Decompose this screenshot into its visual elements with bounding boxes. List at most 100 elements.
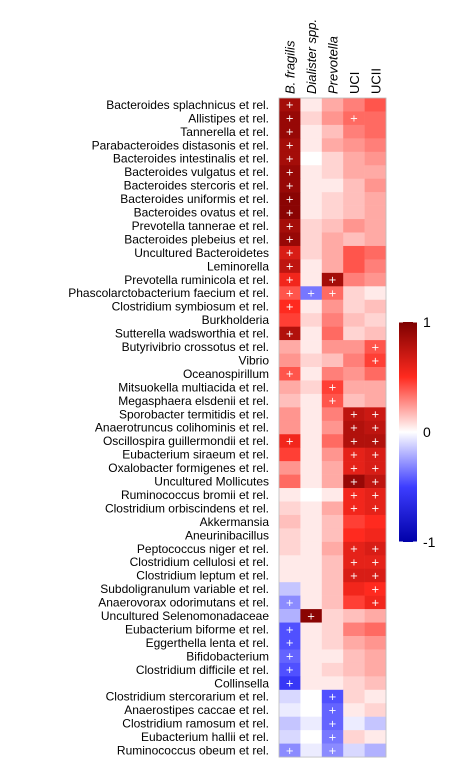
colorbar-tick-label: 1 [423,314,431,330]
heatmap-cell [300,138,323,153]
heatmap-cell [279,730,301,744]
heatmap-cell [343,649,365,664]
row-label: Clostridium ramosum et rel. [122,717,269,731]
row-label: Oxalobacter formigenes et rel. [108,461,269,475]
heatmap-cell [364,730,387,744]
heatmap-cell [343,326,365,341]
heatmap-cell [300,434,323,448]
heatmap-cell [343,568,365,583]
heatmap-cell [279,447,301,462]
row-label: Clostridium cellulosi et rel. [130,555,269,569]
heatmap-cell [321,219,344,233]
heatmap-cell [300,501,323,516]
row-label: Bacteroides uniformis et rel. [120,192,269,206]
heatmap-cell [321,272,344,287]
row-label: Burkholderia [202,313,270,327]
heatmap-cell [343,622,365,637]
heatmap-cell [321,622,344,637]
heatmap-cell [300,367,323,381]
heatmap-cell [279,98,301,112]
heatmap-cell [279,353,301,368]
heatmap-cell [279,165,301,179]
heatmap-cell [364,447,387,462]
heatmap-cell [364,165,387,179]
heatmap-cell [364,595,387,610]
heatmap-cell [321,501,344,516]
significance-marker: + [286,302,294,313]
heatmap-cell [300,124,323,139]
heatmap-cell [279,340,301,354]
heatmap-cell [279,219,301,233]
heatmap-cell [300,420,323,435]
heatmap-cell [364,393,387,408]
heatmap-cell [279,622,301,637]
significance-marker: + [350,504,358,515]
row-label: Prevotella ruminicola et rel. [124,273,269,287]
row-label: Leminorella [207,259,269,273]
significance-marker: + [328,289,336,300]
heatmap-cell [364,622,387,637]
significance-marker: + [350,571,358,582]
heatmap-cell [343,447,365,462]
heatmap-cell [321,299,344,314]
heatmap-cell [343,165,365,179]
heatmap-cell [343,676,365,691]
heatmap-cell [364,541,387,556]
heatmap-cell [364,555,387,570]
heatmap-cell [279,138,301,153]
heatmap-cell [279,151,301,166]
significance-marker: + [371,544,379,555]
heatmap-cell [279,501,301,516]
heatmap-cell [279,286,301,301]
column-label: UCII [368,68,383,94]
heatmap-cell [364,259,387,274]
heatmap-cell [321,568,344,583]
row-label: Clostridium leptum et rel. [136,569,269,583]
heatmap-cell [321,649,344,664]
row-label: Ruminococcus bromii et rel. [121,488,269,502]
row-label: Clostridium symbiosum et rel. [112,300,269,314]
heatmap-cell [343,582,365,596]
significance-marker: + [286,638,294,649]
significance-marker: + [286,598,294,609]
colorbar-tick-label: -1 [423,534,436,550]
heatmap-cell [300,286,323,301]
row-label: Collinsella [214,676,269,690]
heatmap-cell [300,192,323,206]
heatmap-cell [300,353,323,368]
heatmap-cell [279,393,301,408]
heatmap-cell [321,541,344,556]
heatmap-cell [343,488,365,502]
heatmap-cell [364,461,387,475]
heatmap-cell [300,340,323,354]
heatmap-cell [279,676,301,691]
column-label: UCI [347,72,362,94]
heatmap-cell [364,192,387,206]
heatmap-cell [279,528,301,543]
heatmap-cell [364,380,387,395]
heatmap-cell [364,286,387,301]
heatmap-cell [321,111,344,126]
heatmap-cell [321,474,344,489]
significance-marker: + [350,490,358,501]
heatmap-cell [279,326,301,341]
significance-marker: + [286,746,294,757]
significance-marker: + [350,544,358,555]
heatmap-cell [300,676,323,691]
heatmap-cell [364,649,387,664]
heatmap-cell [343,205,365,220]
heatmap-cell [343,138,365,153]
heatmap-cell [364,434,387,448]
heatmap-cell [321,420,344,435]
heatmap-cell [321,232,344,247]
significance-marker: + [371,436,379,447]
heatmap-cell [300,407,323,422]
heatmap-cell [300,313,323,327]
heatmap-cell [321,716,344,731]
heatmap-cell [300,299,323,314]
heatmap-cell [364,514,387,529]
heatmap-cell [364,689,387,704]
significance-marker: + [286,194,294,205]
heatmap-cell [279,595,301,610]
heatmap-cell [321,407,344,422]
